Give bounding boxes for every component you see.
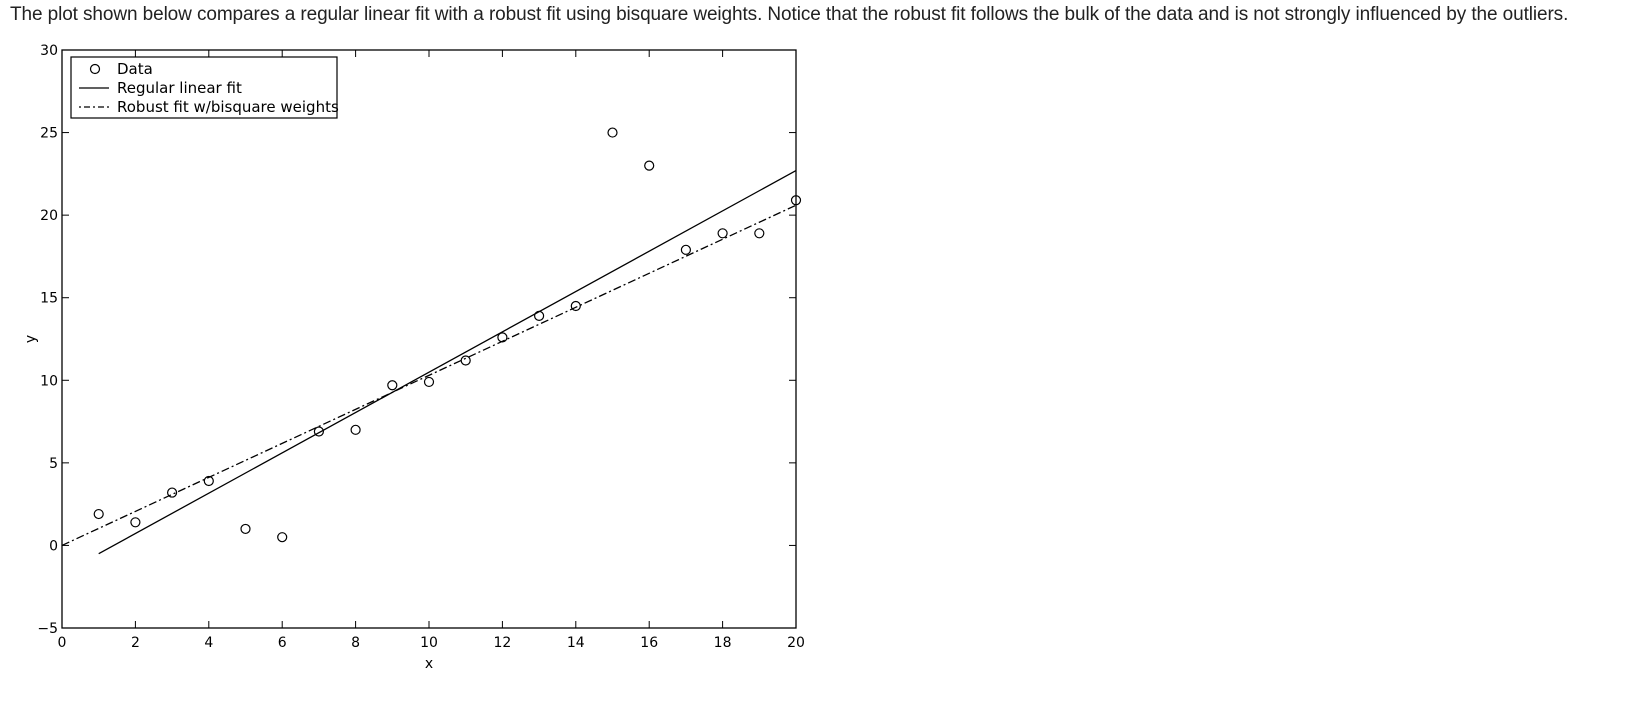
data-point [313, 426, 324, 437]
x-tick-label: 16 [640, 635, 658, 651]
data-point [277, 532, 288, 543]
x-tick-label: 12 [493, 635, 511, 651]
x-tick-label: 8 [351, 635, 360, 651]
data-point [533, 310, 545, 321]
y-tick-label: 25 [40, 126, 58, 142]
x-axis-label: x [425, 656, 433, 672]
data-point [130, 517, 141, 528]
data-point [167, 487, 178, 498]
x-tick-label: 18 [714, 635, 732, 651]
x-tick-label: 0 [58, 635, 67, 651]
legend-marker-data [89, 63, 101, 75]
y-tick-label: 0 [49, 538, 58, 554]
x-tick-label: 14 [567, 635, 585, 651]
data-point [717, 228, 728, 239]
x-tick-label: 10 [420, 635, 438, 651]
y-tick-label: 30 [40, 43, 58, 59]
plot-frame [61, 49, 797, 629]
data-point [203, 475, 214, 487]
data-point [497, 332, 508, 343]
description-text: The plot shown below compares a regular … [10, 4, 1569, 25]
x-tick-label: 20 [787, 635, 805, 651]
robust-fit-chart: 0 2 4 6 8 10 12 14 16 18 20−5051015202530xyDataReg… [23, 43, 805, 672]
x-tick-label: 4 [204, 635, 213, 651]
data-point [240, 523, 251, 535]
data-point [754, 228, 765, 239]
regular-linear-fit-line [98, 169, 797, 555]
data-point [790, 195, 802, 206]
data-point [680, 244, 692, 255]
legend-label: Data [117, 60, 153, 78]
y-tick-label: 10 [40, 373, 58, 389]
data-point [644, 160, 655, 171]
y-axis-label: y [23, 335, 39, 343]
y-tick-label: 5 [49, 456, 58, 472]
x-tick-label: 6 [278, 635, 287, 651]
data-point [387, 380, 398, 391]
legend-box [70, 56, 338, 119]
y-tick-label: −5 [37, 621, 58, 637]
x-tick-label: 2 [131, 635, 140, 651]
y-tick-label: 15 [40, 291, 58, 307]
data-point [570, 300, 581, 312]
robust-fit-line [61, 204, 797, 547]
data-point [607, 127, 618, 138]
data-point [350, 424, 361, 435]
legend-label: Regular linear fit [117, 79, 242, 97]
data-point [93, 508, 104, 520]
legend-label: Robust fit w/bisquare weights [117, 98, 339, 116]
data-point [423, 376, 435, 388]
y-tick-label: 20 [40, 208, 58, 224]
data-point [460, 355, 471, 366]
